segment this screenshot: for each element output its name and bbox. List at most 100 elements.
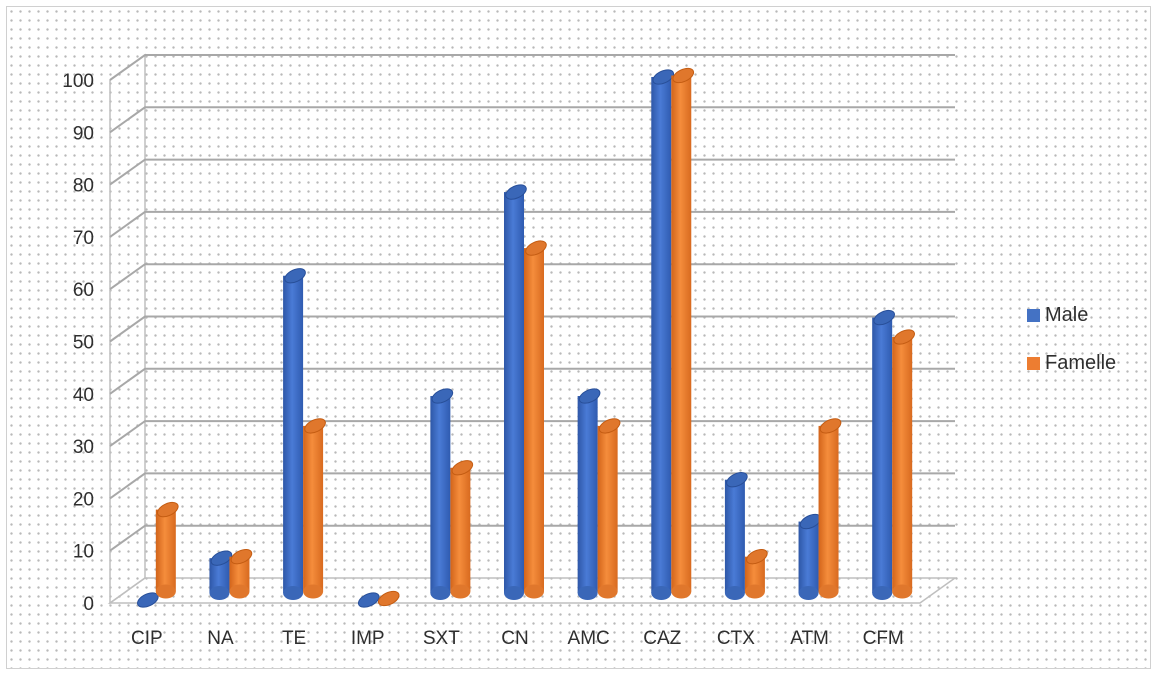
gridline xyxy=(109,54,955,81)
bar-body xyxy=(651,77,672,593)
bar-body xyxy=(744,556,765,592)
bar-top xyxy=(357,592,380,608)
x-tick-label: CAZ xyxy=(643,628,681,649)
bar-top xyxy=(672,67,695,84)
x-tick-label: CFM xyxy=(863,628,904,649)
bar xyxy=(504,184,527,600)
bar xyxy=(450,460,474,599)
bar-base xyxy=(303,584,324,599)
bar-body xyxy=(209,558,230,593)
bar-top xyxy=(819,418,842,434)
y-tick-label: 40 xyxy=(73,385,94,406)
bar xyxy=(229,549,253,599)
bar xyxy=(524,240,547,599)
x-tick-label: ATM xyxy=(790,628,829,649)
bar-top xyxy=(505,184,527,200)
bar xyxy=(597,418,621,599)
bar xyxy=(671,67,695,599)
legend: Male Famelle xyxy=(1027,304,1116,374)
bar-body xyxy=(303,425,324,592)
bar-body xyxy=(283,275,304,593)
bar-body xyxy=(798,521,819,593)
bar-base xyxy=(818,584,839,599)
bar-body xyxy=(524,248,544,592)
gridline xyxy=(109,158,955,186)
bar-body xyxy=(430,396,451,593)
bar-body xyxy=(872,317,893,593)
x-tick-label: CTX xyxy=(717,628,755,649)
bar-body xyxy=(597,425,618,592)
bar xyxy=(744,549,768,599)
bar-top xyxy=(525,240,547,256)
bar-body xyxy=(155,509,176,592)
bar xyxy=(724,472,748,600)
y-tick-label: 20 xyxy=(73,489,94,510)
bars xyxy=(137,67,915,608)
bar-base xyxy=(430,586,451,600)
x-tick-label: AMC xyxy=(568,628,610,649)
y-tick-label: 0 xyxy=(83,594,94,615)
bar xyxy=(872,309,895,600)
x-tick-label: NA xyxy=(207,628,234,649)
chart-frame xyxy=(6,6,1151,669)
y-axis-ticks: 0 10 20 30 40 50 60 70 80 90 100 xyxy=(62,71,94,615)
bar xyxy=(798,513,822,600)
bar-base xyxy=(577,586,598,600)
bar xyxy=(377,590,400,607)
bar-top xyxy=(873,309,895,326)
floor xyxy=(107,577,958,604)
bar-top xyxy=(652,69,675,85)
bar-top xyxy=(284,268,306,284)
bar-top xyxy=(377,590,400,607)
bar xyxy=(283,268,306,600)
y-tick-label: 70 xyxy=(73,228,94,249)
bar xyxy=(209,550,233,600)
x-tick-label: SXT xyxy=(423,628,460,649)
y-tick-label: 10 xyxy=(73,542,94,563)
bar-base xyxy=(504,586,524,600)
bar xyxy=(430,388,454,600)
bar-base xyxy=(744,584,765,599)
bar-body xyxy=(577,396,598,593)
bar xyxy=(651,69,675,600)
bar xyxy=(155,501,179,599)
y-tick-label: 30 xyxy=(73,437,94,458)
bar-top xyxy=(746,549,768,565)
legend-label: Famelle xyxy=(1045,352,1116,374)
legend-label: Male xyxy=(1045,304,1088,326)
bar-base xyxy=(872,586,893,600)
x-tick-label: CIP xyxy=(131,628,163,649)
bar xyxy=(818,418,842,599)
bar-base xyxy=(524,584,544,599)
bar-top xyxy=(431,388,454,404)
bar-body xyxy=(818,425,839,592)
bar xyxy=(357,592,380,608)
bar-top xyxy=(304,418,326,434)
bar-top xyxy=(157,501,179,518)
bar-base xyxy=(209,586,230,600)
bar-base xyxy=(671,584,692,599)
bar-top xyxy=(598,418,621,434)
bar-body xyxy=(671,75,692,592)
y-tick-label: 90 xyxy=(73,123,94,144)
bar-base xyxy=(229,584,250,599)
bar-base xyxy=(651,586,672,600)
bar xyxy=(577,388,601,600)
gridline xyxy=(109,106,955,134)
bar-top xyxy=(578,388,601,404)
bar-body xyxy=(892,337,913,592)
bar xyxy=(892,329,915,599)
bar-base xyxy=(283,586,304,600)
bar-body xyxy=(724,479,745,593)
bar-top xyxy=(726,472,748,488)
x-tick-label: TE xyxy=(282,628,306,649)
y-tick-label: 50 xyxy=(73,333,94,354)
bar-top xyxy=(230,549,253,565)
bar xyxy=(303,418,326,599)
x-tick-label: IMP xyxy=(351,628,385,649)
gridline xyxy=(109,210,955,238)
legend-swatch xyxy=(1027,309,1040,322)
bar-base xyxy=(450,584,471,599)
bar-body xyxy=(504,192,524,593)
